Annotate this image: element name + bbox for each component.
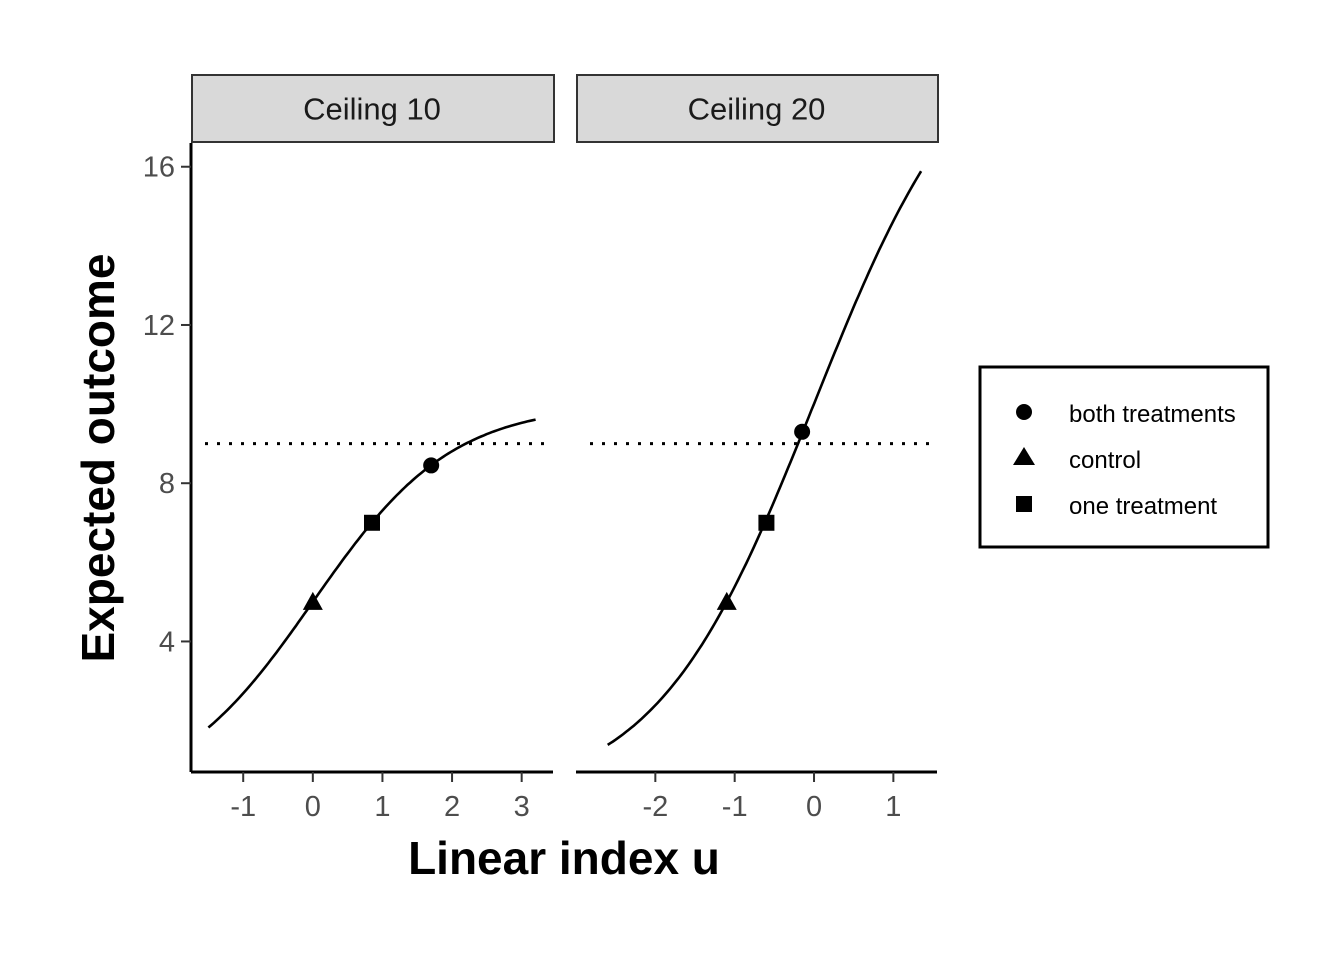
data-point-one-treatment — [758, 514, 775, 531]
x-axis-title: Linear index u — [408, 832, 720, 884]
x-tick-label: 2 — [444, 791, 460, 823]
y-tick-label: 16 — [143, 152, 175, 184]
legend-label-both-treatments: both treatments — [1069, 401, 1236, 428]
legend-label-control: control — [1069, 447, 1141, 474]
x-tick-label: 0 — [806, 791, 822, 823]
y-tick-label: 4 — [159, 626, 175, 658]
legend-label-one-treatment: one treatment — [1069, 493, 1217, 520]
x-tick-label: 0 — [305, 791, 321, 823]
x-tick-label: -1 — [722, 791, 748, 823]
x-tick-label: 1 — [374, 791, 390, 823]
y-axis-title: Expected outcome — [72, 254, 124, 663]
data-point-both-treatments — [794, 423, 811, 440]
legend-key-circle — [1016, 404, 1032, 420]
data-point-control — [716, 591, 737, 610]
data-point-one-treatment — [364, 514, 380, 531]
x-tick-label: 1 — [885, 791, 901, 823]
x-tick-label: -2 — [642, 791, 668, 823]
series-curve — [606, 170, 923, 746]
legend-key-square — [1016, 496, 1032, 512]
legend-key-triangle — [1013, 447, 1035, 465]
x-tick-label: 3 — [514, 791, 530, 823]
panel-strip-label: Ceiling 10 — [303, 92, 441, 127]
x-tick-label: -1 — [230, 791, 256, 823]
data-point-control — [302, 591, 323, 610]
series-curve — [207, 418, 536, 729]
panel-strip — [191, 74, 555, 143]
y-tick-label: 8 — [159, 468, 175, 500]
panel-strip — [576, 74, 939, 143]
panel-strip-label: Ceiling 20 — [688, 92, 826, 127]
data-point-both-treatments — [423, 457, 440, 474]
y-tick-label: 12 — [143, 310, 175, 342]
